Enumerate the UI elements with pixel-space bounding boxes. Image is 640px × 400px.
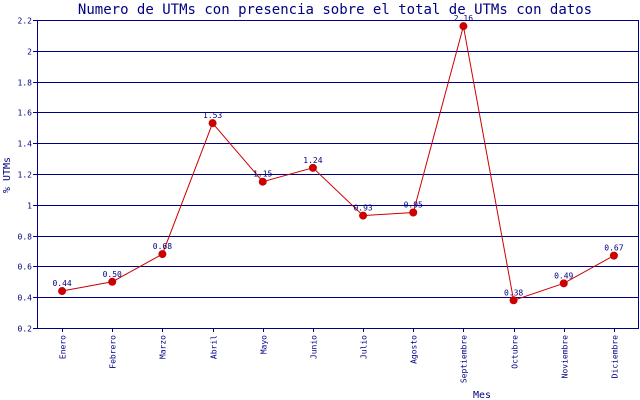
y-tick-label: 0.2 (18, 325, 33, 334)
data-point (258, 177, 267, 186)
y-tick-label: 0.6 (18, 263, 33, 272)
x-tick-label: Enero (59, 335, 68, 359)
y-tick-label: 2 (27, 48, 32, 57)
y-axis-ticks: 0.2 0.4 0.6 0.8 1 1.2 1.4 1.6 1.8 2 2.2 (18, 17, 37, 334)
x-tick-label: Octubre (511, 335, 520, 369)
data-label: 1.15 (253, 170, 272, 179)
data-point (158, 250, 167, 259)
data-point (58, 287, 67, 296)
data-point (509, 296, 518, 305)
y-axis-title: % UTMs (2, 157, 13, 193)
data-label: 0.93 (353, 204, 372, 213)
data-label: 0.49 (554, 271, 573, 280)
data-point (108, 277, 117, 286)
data-point (459, 22, 468, 31)
grid (37, 20, 639, 329)
data-label: 1.53 (203, 111, 222, 120)
y-tick-label: 0.8 (18, 233, 33, 242)
y-tick-label: 2.2 (18, 17, 33, 26)
data-point (609, 251, 618, 260)
data-labels: 0.44 0.50 0.68 1.53 1.15 1.24 0.93 0.95 2.16 0.38… (52, 14, 623, 297)
data-label: 0.68 (153, 242, 172, 251)
data-label: 0.38 (504, 288, 523, 297)
data-label: 0.95 (404, 201, 423, 210)
data-label: 0.50 (103, 270, 122, 279)
data-label: 0.44 (52, 279, 71, 288)
y-tick-label: 1.6 (18, 109, 33, 118)
x-tick-label: Mayo (260, 335, 269, 354)
x-tick-label: Julio (360, 335, 369, 359)
y-tick-label: 1.8 (18, 79, 33, 88)
x-tick-label: Junio (310, 335, 319, 359)
series-line (62, 26, 615, 301)
x-tick-label: Marzo (159, 335, 168, 359)
y-tick-label: 1.2 (18, 171, 33, 180)
x-tick-label: Diciembre (611, 335, 620, 379)
x-axis-title: Mes (473, 390, 491, 400)
x-tick-label: Septiembre (460, 335, 469, 383)
data-point (359, 211, 368, 220)
chart-title: Numero de UTMs con presencia sobre el to… (78, 2, 592, 18)
series-line (62, 26, 615, 301)
axes (37, 20, 639, 329)
y-tick-label: 1.4 (18, 140, 33, 149)
data-point (559, 279, 568, 288)
x-tick-label: Agosto (410, 335, 419, 364)
data-label: 1.24 (303, 156, 322, 165)
x-axis-ticks: Enero Febrero Marzo Abril Mayo Junio Julio Agos… (59, 328, 620, 383)
data-label: 2.16 (454, 14, 473, 23)
data-point (409, 208, 418, 217)
y-tick-label: 0.4 (18, 294, 33, 303)
series-points (58, 22, 618, 305)
data-point (308, 163, 317, 172)
x-tick-label: Abril (210, 335, 219, 359)
data-label: 0.67 (604, 244, 623, 253)
x-tick-label: Febrero (109, 335, 118, 369)
y-tick-label: 1 (27, 202, 32, 211)
data-point (208, 119, 217, 128)
x-tick-label: Noviembre (561, 335, 570, 379)
